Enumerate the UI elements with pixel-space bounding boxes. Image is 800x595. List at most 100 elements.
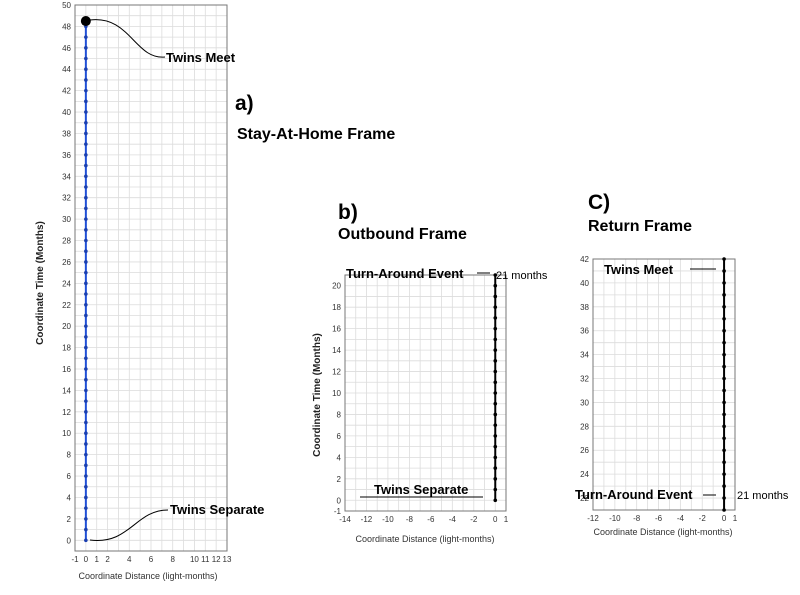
a-data-point <box>84 495 88 500</box>
b-data-point <box>493 326 498 331</box>
a-data-point <box>84 506 88 510</box>
c-x-tick-label: -8 <box>633 514 641 523</box>
a-data-point <box>84 270 88 275</box>
c-data-point <box>722 496 726 500</box>
a-y-tick-label: 34 <box>62 172 71 181</box>
panel-c-title: Return Frame <box>588 218 692 235</box>
panel-b-x-ticks: -14 -12 -10 -8 -6 -4 -2 0 1 <box>339 515 509 524</box>
a-data-point <box>84 313 88 318</box>
a-data-point <box>84 431 88 436</box>
b-x-tick-label: -6 <box>427 515 435 524</box>
c-x-tick-label: 1 <box>733 514 738 523</box>
panel-a-letter: a) <box>235 92 254 115</box>
b-data-point <box>493 348 498 352</box>
a-data-point <box>84 206 88 211</box>
a-data-point <box>84 377 88 382</box>
a-data-point <box>84 410 88 414</box>
a-x-tick-label: 10 <box>190 555 199 564</box>
a-y-tick-label: 22 <box>62 301 71 310</box>
panel-c-twins-meet-label: Twins Meet <box>604 262 674 277</box>
a-y-tick-label: 42 <box>62 87 71 96</box>
c-y-tick-label: 34 <box>580 351 589 360</box>
panel-a-grid <box>74 4 228 552</box>
c-data-point <box>722 424 726 429</box>
c-data-point <box>722 257 726 261</box>
b-data-point <box>493 316 498 320</box>
b-y-tick-label: 18 <box>332 303 341 312</box>
a-y-tick-label: 14 <box>62 386 71 395</box>
a-data-point <box>84 452 88 457</box>
a-data-point <box>84 99 88 104</box>
a-data-point <box>84 163 88 168</box>
b-data-point <box>493 434 498 438</box>
panel-a-x-axis-label: Coordinate Distance (light-months) <box>78 571 217 581</box>
b-data-point <box>493 455 498 460</box>
a-data-point <box>84 88 88 93</box>
c-data-point <box>722 508 726 512</box>
b-data-point <box>493 487 498 492</box>
panel-c-x-axis-label: Coordinate Distance (light-months) <box>593 527 732 537</box>
a-y-tick-label: 38 <box>62 129 71 138</box>
panel-b-twins-separate-label: Twins Separate <box>374 482 468 497</box>
panel-c-grid <box>592 258 736 511</box>
c-data-point <box>722 328 726 333</box>
a-data-point <box>84 142 88 146</box>
b-data-point <box>493 423 498 427</box>
c-y-tick-label: 26 <box>580 446 589 455</box>
b-data-point <box>493 294 498 299</box>
panel-b-y-axis-label: Coordinate Time (Months) <box>312 333 323 457</box>
twins-meet-marker <box>80 16 91 27</box>
c-data-point <box>722 400 726 405</box>
a-y-tick-label: 36 <box>62 151 71 160</box>
c-y-tick-label: 38 <box>580 303 589 312</box>
c-data-point <box>722 305 726 309</box>
a-y-tick-label: 32 <box>62 194 71 203</box>
a-y-tick-label: 10 <box>62 429 71 438</box>
a-data-point <box>84 335 88 339</box>
b-data-point <box>493 359 498 363</box>
panel-c-turn-around-label: Turn-Around Event <box>575 487 693 502</box>
b-y-tick-label: -1 <box>334 507 342 516</box>
b-y-tick-label: 0 <box>337 496 342 505</box>
a-x-tick-label: 4 <box>127 555 132 564</box>
a-data-point <box>84 46 88 50</box>
a-data-point <box>84 474 88 478</box>
panel-b-plot-border <box>344 274 507 512</box>
panel-a-y-ticks: 0246810121416182022242628303234363840424… <box>62 1 71 545</box>
a-y-tick-label: 46 <box>62 44 71 53</box>
a-data-point <box>84 463 88 468</box>
c-data-point <box>722 269 726 273</box>
c-y-tick-label: 30 <box>580 398 589 407</box>
c-x-tick-label: -2 <box>699 514 707 523</box>
c-data-point <box>722 460 726 464</box>
panel-b-letter: b) <box>338 201 358 224</box>
c-y-tick-label: 24 <box>580 470 589 479</box>
panel-a-plot-border <box>74 4 228 552</box>
a-y-tick-label: 12 <box>62 408 71 417</box>
a-y-tick-label: 24 <box>62 279 71 288</box>
b-data-point <box>493 401 498 406</box>
panel-b-y-ticks: -1 0 2 4 6 8 10 12 14 16 18 20 <box>332 282 341 516</box>
panel-a-twins-separate-label: Twins Separate <box>170 502 264 517</box>
b-x-tick-label: -10 <box>382 515 394 524</box>
panel-c-letter: C) <box>588 191 610 214</box>
a-y-tick-label: 30 <box>62 215 71 224</box>
a-y-tick-label: 18 <box>62 344 71 353</box>
panel-a: 0246810121416182022242628303234363840424… <box>35 1 395 581</box>
b-data-point <box>493 466 498 470</box>
a-data-point <box>84 35 88 39</box>
c-data-point <box>722 412 726 417</box>
panel-b-grid <box>344 274 507 512</box>
a-data-point <box>84 153 88 157</box>
a-x-tick-label: 1 <box>94 555 99 564</box>
b-data-point <box>493 369 498 374</box>
c-data-point <box>722 316 726 321</box>
twins-separate-callout-curve <box>89 509 169 541</box>
a-data-point <box>84 538 88 543</box>
panel-b-title: Outbound Frame <box>338 226 467 243</box>
c-data-point <box>722 436 726 441</box>
c-data-point <box>722 472 726 476</box>
a-x-tick-label: 12 <box>212 555 221 564</box>
